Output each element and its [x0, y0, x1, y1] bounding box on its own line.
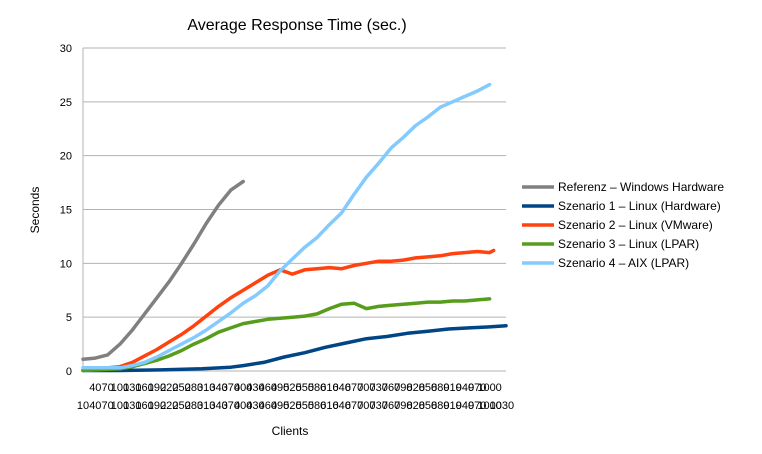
x-tick-label: 550 [296, 400, 314, 412]
x-tick-label: 430 [246, 400, 264, 412]
x-tick-label: 730 [370, 400, 388, 412]
x-tick-label: 760 [382, 400, 400, 412]
x-tick-label: 910 [443, 382, 461, 394]
x-tick-label: 100 [111, 382, 129, 394]
x-tick-label: 430 [246, 382, 264, 394]
x-tick-label: 730 [370, 382, 388, 394]
x-tick-label: 520 [283, 382, 301, 394]
x-tick-label: 460 [259, 400, 277, 412]
y-tick-labels: 0 5 10 15 20 25 30 [60, 43, 72, 378]
x-tick-label: 970 [468, 382, 486, 394]
x-tick-label: 670 [345, 382, 363, 394]
x-tick-label: 10 [77, 400, 89, 412]
x-tick-label: 130 [123, 400, 141, 412]
x-tick-label: 850 [419, 400, 437, 412]
x-tick-label: 310 [197, 382, 215, 394]
x-tick-label: 580 [308, 400, 326, 412]
x-tick-label: 70 [102, 400, 114, 412]
x-tick-label: 1000 [477, 400, 501, 412]
x-tick-label: 280 [185, 400, 203, 412]
x-tick-label: 250 [172, 382, 190, 394]
x-tick-label: 670 [345, 400, 363, 412]
x-tick-label: 370 [222, 382, 240, 394]
legend-label-4: Szenario 3 – Linux (LPAR) [558, 237, 699, 251]
x-tick-label: 850 [419, 382, 437, 394]
legend-label-3: Szenario 2 – Linux (VMware) [558, 218, 713, 232]
series-line-2 [81, 324, 508, 373]
y-tick-label: 30 [60, 43, 72, 55]
x-tick-label: 790 [394, 382, 412, 394]
x-tick-label: 910 [443, 400, 461, 412]
x-tick-label: 610 [320, 382, 338, 394]
y-tick-label: 20 [60, 151, 72, 163]
x-tick-label: 580 [308, 382, 326, 394]
x-tick-label: 700 [357, 400, 375, 412]
x-tick-label: 370 [222, 400, 240, 412]
x-tick-label: 940 [456, 400, 474, 412]
series-line-5 [81, 82, 492, 370]
y-tick-label: 5 [66, 312, 72, 324]
legend: Referenz – Windows Hardware Szenario 1 – … [522, 180, 724, 270]
x-tick-label: 460 [259, 382, 277, 394]
chart-title: Average Response Time (sec.) [187, 17, 406, 34]
x-tick-label: 640 [333, 382, 351, 394]
series-line-3 [81, 248, 496, 372]
x-tick-label: 760 [382, 382, 400, 394]
series-lines [81, 82, 508, 373]
x-tick-label: 790 [394, 400, 412, 412]
x-tick-label: 340 [209, 382, 227, 394]
y-axis-title: Seconds [28, 187, 42, 234]
x-tick-label: 160 [135, 400, 153, 412]
x-tick-label: 820 [406, 382, 424, 394]
x-tick-label: 220 [160, 400, 178, 412]
x-tick-label: 1030 [490, 400, 514, 412]
x-tick-label: 520 [283, 400, 301, 412]
x-tick-label: 130 [123, 382, 141, 394]
x-tick-label: 340 [209, 400, 227, 412]
x-tick-label: 190 [148, 382, 166, 394]
x-tick-label: 250 [172, 400, 190, 412]
x-tick-label: 490 [271, 382, 289, 394]
x-tick-label: 820 [406, 400, 424, 412]
y-tick-label: 15 [60, 205, 72, 217]
x-tick-label: 40 [89, 382, 101, 394]
x-tick-label: 400 [234, 400, 252, 412]
x-axis-title: Clients [272, 424, 309, 438]
x-tick-label: 190 [148, 400, 166, 412]
y-tick-label: 0 [66, 366, 72, 378]
y-tick-label: 10 [60, 258, 72, 270]
x-tick-label: 400 [234, 382, 252, 394]
x-tick-label: 40 [89, 400, 101, 412]
x-tick-label: 880 [431, 400, 449, 412]
y-tick-label: 25 [60, 97, 72, 109]
series-line-4 [81, 297, 492, 373]
x-tick-label: 310 [197, 400, 215, 412]
x-tick-label: 1000 [477, 382, 501, 394]
x-tick-label: 550 [296, 382, 314, 394]
x-tick-label: 280 [185, 382, 203, 394]
legend-label-1: Referenz – Windows Hardware [558, 180, 724, 194]
x-tick-label: 490 [271, 400, 289, 412]
x-tick-label: 160 [135, 382, 153, 394]
x-tick-label: 70 [102, 382, 114, 394]
x-tick-label: 220 [160, 382, 178, 394]
x-tick-label: 880 [431, 382, 449, 394]
x-tick-label: 100 [111, 400, 129, 412]
x-tick-label: 940 [456, 382, 474, 394]
legend-label-5: Szenario 4 – AIX (LPAR) [558, 256, 689, 270]
gridlines [83, 47, 506, 372]
x-tick-label: 610 [320, 400, 338, 412]
x-tick-label: 700 [357, 382, 375, 394]
series-line-1 [81, 179, 245, 361]
x-tick-labels: 40 70100130160190220250280310340370400430… [77, 382, 514, 412]
legend-label-2: Szenario 1 – Linux (Hardware) [558, 199, 721, 213]
x-tick-label: 640 [333, 400, 351, 412]
x-tick-label: 970 [468, 400, 486, 412]
